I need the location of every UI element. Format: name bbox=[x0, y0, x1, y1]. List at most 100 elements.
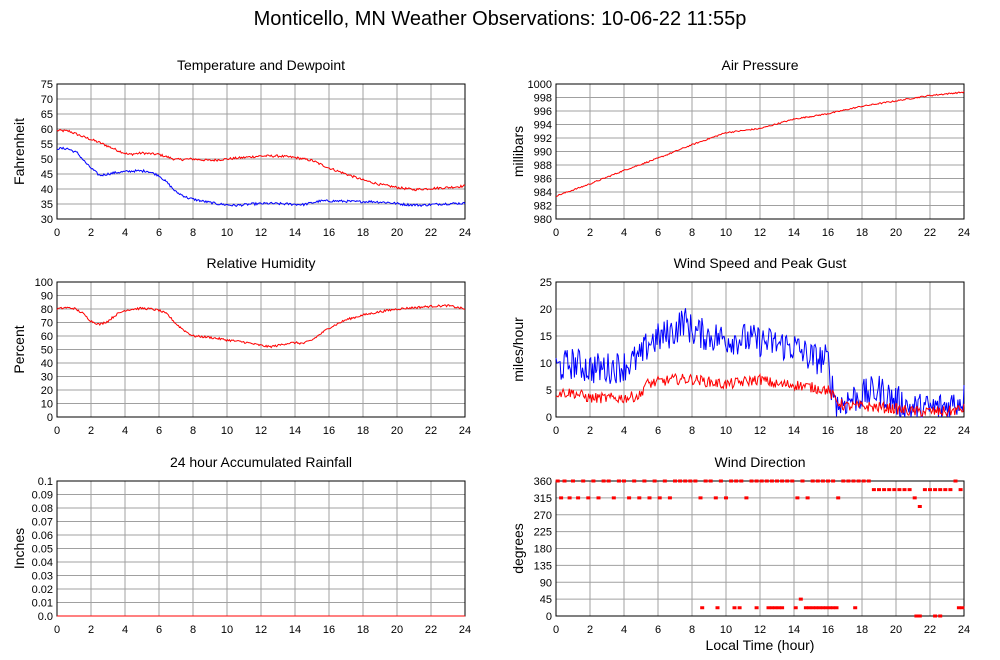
y-axis-label: Percent bbox=[11, 325, 27, 373]
data-point bbox=[807, 606, 812, 610]
y-tick-label: 0.01 bbox=[32, 598, 53, 610]
x-tick-label: 20 bbox=[391, 624, 403, 636]
data-point bbox=[853, 606, 858, 610]
data-point bbox=[914, 614, 919, 618]
x-tick-label: 6 bbox=[655, 425, 661, 437]
data-point bbox=[703, 479, 708, 483]
y-axis-label: Inches bbox=[11, 528, 27, 569]
x-tick-label: 24 bbox=[958, 624, 970, 636]
data-point bbox=[800, 479, 805, 483]
data-point bbox=[688, 479, 693, 483]
data-point bbox=[943, 488, 948, 492]
data-point bbox=[754, 479, 759, 483]
data-point bbox=[657, 496, 662, 500]
chart-rainfall: 24 hour Accumulated RainfallInches0.00.0… bbox=[11, 454, 471, 636]
x-tick-label: 22 bbox=[425, 624, 437, 636]
x-tick-label: 10 bbox=[720, 227, 732, 239]
y-tick-label: 0.05 bbox=[32, 544, 53, 556]
x-tick-label: 12 bbox=[255, 227, 267, 239]
chart-title: Wind Speed and Peak Gust bbox=[674, 255, 847, 271]
data-point bbox=[846, 479, 851, 483]
x-tick-label: 4 bbox=[122, 227, 128, 239]
y-tick-label: 994 bbox=[534, 120, 552, 132]
y-tick-label: 0.04 bbox=[32, 557, 53, 569]
y-tick-label: 0 bbox=[546, 412, 552, 424]
data-point bbox=[856, 479, 861, 483]
x-tick-label: 18 bbox=[856, 624, 868, 636]
x-tick-label: 16 bbox=[323, 624, 335, 636]
data-point bbox=[708, 479, 713, 483]
data-point bbox=[769, 606, 774, 610]
y-tick-label: 90 bbox=[41, 291, 53, 303]
y-tick-label: 15 bbox=[540, 331, 552, 343]
data-point bbox=[780, 606, 785, 610]
x-tick-label: 4 bbox=[621, 227, 627, 239]
x-tick-label: 22 bbox=[924, 624, 936, 636]
y-tick-label: 90 bbox=[540, 577, 552, 589]
y-tick-label: 30 bbox=[41, 372, 53, 384]
x-tick-label: 2 bbox=[587, 227, 593, 239]
data-point bbox=[851, 479, 856, 483]
y-tick-label: 10 bbox=[41, 399, 53, 411]
data-point bbox=[780, 479, 785, 483]
x-tick-label: 16 bbox=[323, 227, 335, 239]
x-tick-label: 10 bbox=[221, 227, 233, 239]
data-point bbox=[871, 488, 876, 492]
x-tick-label: 24 bbox=[459, 624, 471, 636]
y-tick-label: 5 bbox=[546, 385, 552, 397]
data-point bbox=[902, 488, 907, 492]
x-tick-label: 16 bbox=[822, 425, 834, 437]
data-point bbox=[744, 496, 749, 500]
x-tick-label: 4 bbox=[122, 425, 128, 437]
x-tick-label: 18 bbox=[856, 227, 868, 239]
x-tick-label: 24 bbox=[459, 425, 471, 437]
y-tick-label: 998 bbox=[534, 93, 552, 105]
chart-temperature: Temperature and DewpointFahrenheit303540… bbox=[11, 57, 471, 239]
y-tick-label: 315 bbox=[534, 493, 552, 505]
x-tick-label: 6 bbox=[156, 425, 162, 437]
data-point bbox=[917, 614, 922, 618]
y-tick-label: 70 bbox=[41, 94, 53, 106]
x-tick-label: 4 bbox=[621, 624, 627, 636]
data-point bbox=[877, 488, 881, 492]
y-tick-label: 0.02 bbox=[32, 584, 53, 596]
x-tick-label: 16 bbox=[822, 624, 834, 636]
data-point bbox=[773, 606, 778, 610]
y-tick-label: 1000 bbox=[528, 79, 552, 91]
y-tick-label: 990 bbox=[534, 147, 552, 159]
y-tick-label: 0 bbox=[47, 412, 53, 424]
y-tick-label: 40 bbox=[41, 358, 53, 370]
data-point bbox=[948, 488, 953, 492]
data-point bbox=[766, 606, 771, 610]
y-tick-label: 20 bbox=[540, 304, 552, 316]
data-point bbox=[793, 606, 798, 610]
y-tick-label: 50 bbox=[41, 154, 53, 166]
y-tick-label: 0.1 bbox=[38, 476, 53, 488]
series-line-0 bbox=[56, 304, 466, 349]
x-tick-label: 14 bbox=[289, 425, 301, 437]
data-point bbox=[897, 488, 902, 492]
data-point bbox=[912, 496, 917, 500]
y-tick-label: 980 bbox=[534, 214, 552, 226]
data-point bbox=[824, 606, 829, 610]
x-tick-label: 8 bbox=[190, 227, 196, 239]
y-tick-label: 0.06 bbox=[32, 530, 53, 542]
x-tick-label: 12 bbox=[754, 227, 766, 239]
y-tick-label: 65 bbox=[41, 109, 53, 121]
y-axis-label: miles/hour bbox=[510, 317, 526, 382]
data-point bbox=[775, 479, 779, 483]
data-point bbox=[667, 496, 672, 500]
x-tick-label: 12 bbox=[754, 425, 766, 437]
y-tick-label: 80 bbox=[41, 304, 53, 316]
y-tick-label: 225 bbox=[534, 527, 552, 539]
y-tick-label: 0.03 bbox=[32, 571, 53, 583]
data-point bbox=[805, 496, 810, 500]
y-tick-label: 0.09 bbox=[32, 490, 53, 502]
plot-frame bbox=[56, 83, 466, 220]
data-point bbox=[673, 479, 677, 483]
data-point bbox=[737, 606, 742, 610]
data-point bbox=[596, 496, 601, 500]
data-point bbox=[814, 606, 819, 610]
x-tick-label: 14 bbox=[788, 425, 800, 437]
x-tick-label: 12 bbox=[255, 624, 267, 636]
